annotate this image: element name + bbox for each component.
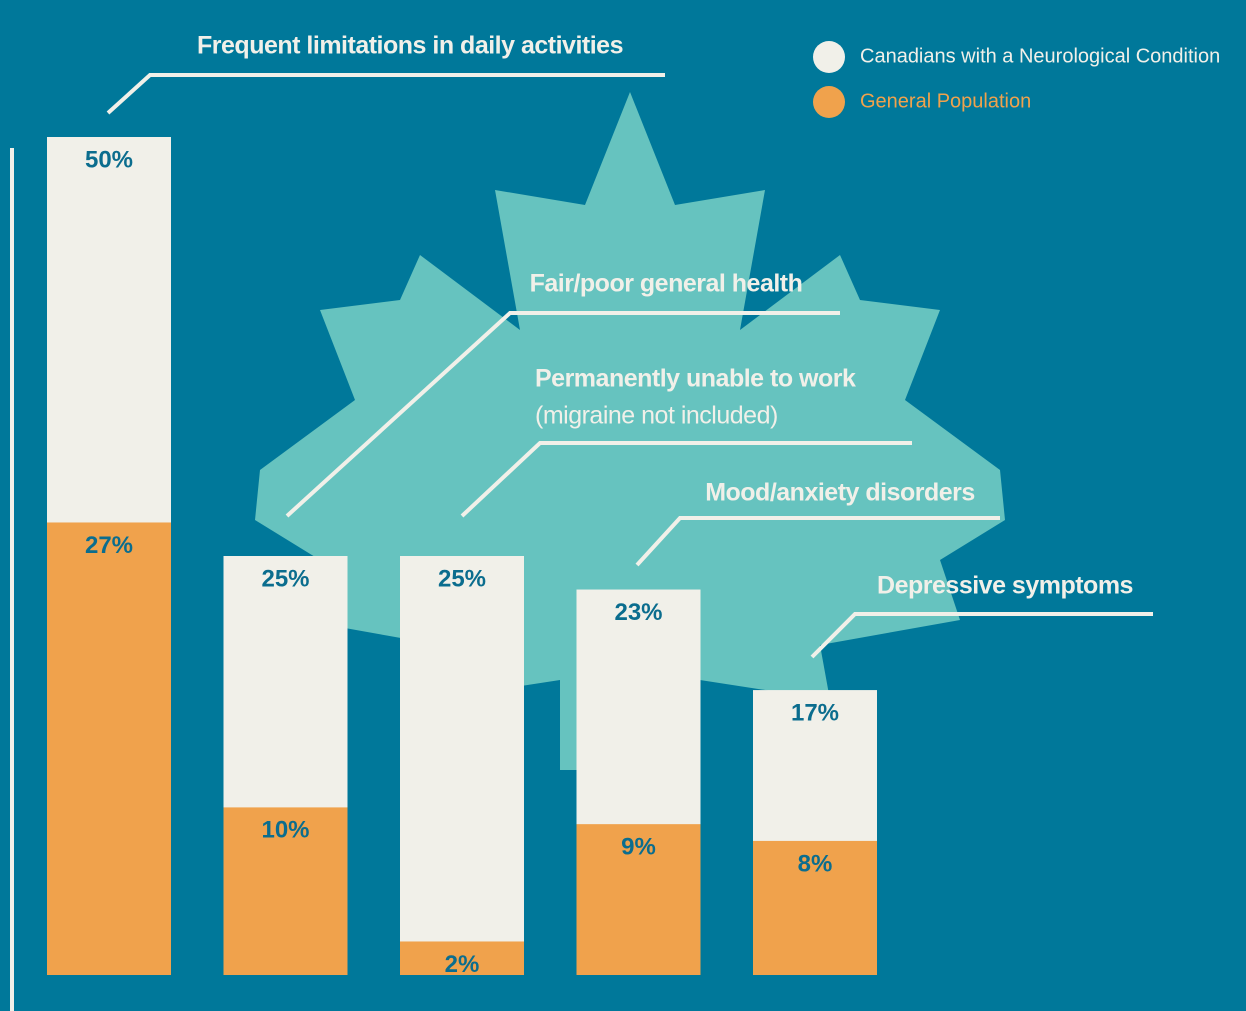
legend-label: General Population — [860, 90, 1031, 112]
value-label: 2% — [445, 951, 480, 978]
value-label: 8% — [798, 850, 833, 877]
legend-swatch — [813, 86, 845, 118]
legend-label: Canadians with a Neurological Condition — [860, 45, 1220, 67]
value-label: 50% — [85, 146, 133, 173]
value-label: 27% — [85, 532, 133, 559]
chart: 50% 27% Frequent limitations in daily acti… — [0, 0, 1246, 1011]
value-label: 9% — [621, 834, 656, 861]
category-label: Permanently unable to work — [535, 365, 856, 393]
value-label: 17% — [791, 699, 839, 726]
value-label: 10% — [261, 817, 309, 844]
value-label: 23% — [614, 599, 662, 626]
legend-swatch — [813, 41, 845, 73]
value-label: 25% — [261, 565, 309, 592]
bar — [400, 556, 524, 975]
category-label: Depressive symptoms — [877, 572, 1133, 600]
bar — [47, 522, 171, 975]
category-label: Frequent limitations in daily activities — [197, 32, 623, 60]
category-label: Mood/anxiety disorders — [705, 479, 975, 507]
category-note: (migraine not included) — [535, 402, 778, 430]
value-label: 25% — [438, 565, 486, 592]
category-label: Fair/poor general health — [530, 270, 803, 298]
